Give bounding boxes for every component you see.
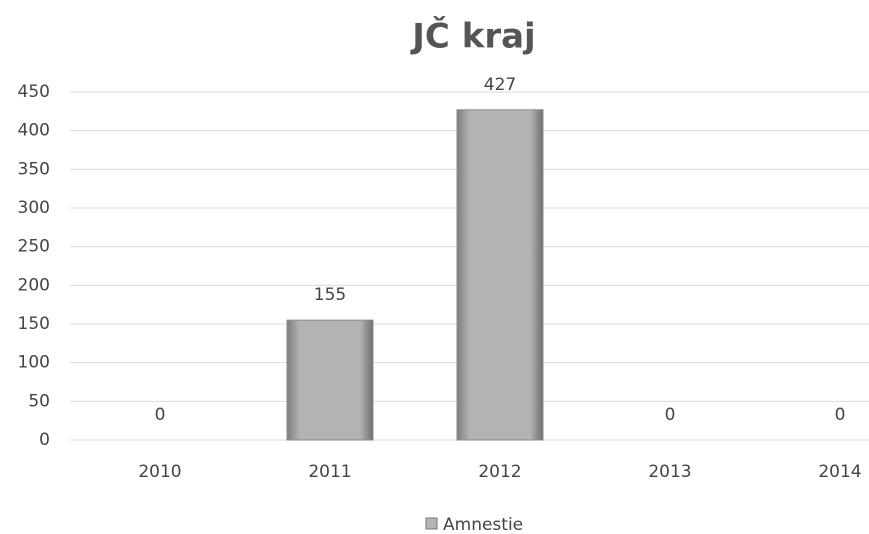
legend-label: Amnestie [443, 515, 523, 534]
y-tick-label: 0 [39, 430, 50, 450]
x-tick-label: 2010 [138, 462, 181, 482]
x-tick-label: 2014 [818, 462, 861, 482]
y-tick-label: 400 [18, 121, 50, 141]
y-tick-label: 250 [18, 237, 50, 257]
legend-marker [425, 517, 438, 530]
data-label: 427 [484, 75, 516, 95]
y-tick-label: 50 [28, 391, 50, 411]
x-tick-label: 2012 [478, 462, 521, 482]
chart-title: JČ kraj [410, 16, 535, 57]
bar [456, 109, 544, 441]
y-tick-label: 300 [18, 198, 50, 218]
bar [286, 319, 374, 441]
y-tick-label: 450 [18, 82, 50, 102]
data-label: 155 [314, 285, 346, 305]
y-tick-label: 200 [18, 275, 50, 295]
y-tick-label: 150 [18, 314, 50, 334]
x-tick-label: 2011 [308, 462, 351, 482]
y-tick-label: 350 [18, 159, 50, 179]
data-label: 0 [835, 405, 846, 425]
x-tick-label: 2013 [648, 462, 691, 482]
data-label: 0 [155, 405, 166, 425]
data-label: 0 [665, 405, 676, 425]
y-tick-label: 100 [18, 353, 50, 373]
